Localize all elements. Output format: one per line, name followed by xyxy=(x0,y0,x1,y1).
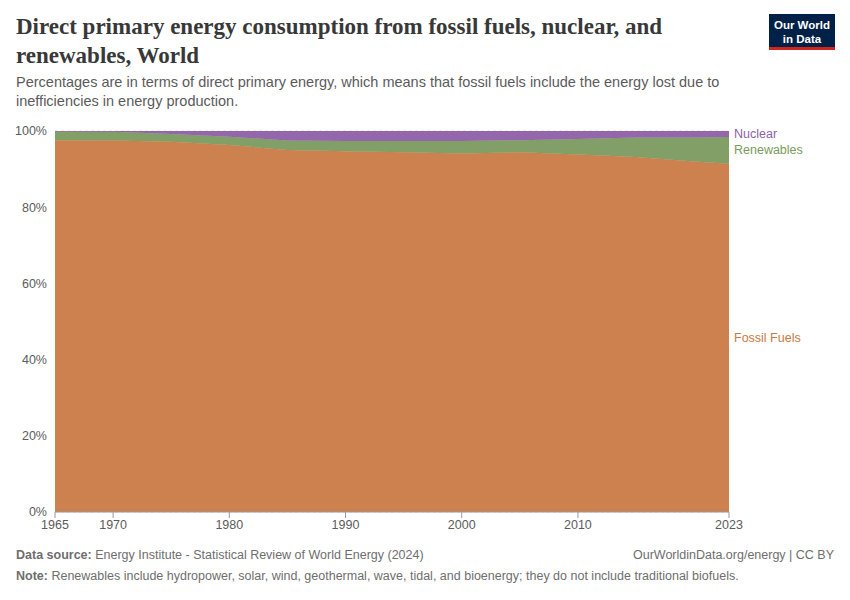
svg-text:20%: 20% xyxy=(22,429,47,443)
svg-text:60%: 60% xyxy=(22,277,47,291)
html-text:Fossil Fuels: Fossil Fuels xyxy=(734,330,801,345)
svg-text:1965: 1965 xyxy=(41,518,69,532)
svg-text:1990: 1990 xyxy=(332,518,360,532)
html-text:Percentages are in terms of di: Percentages are in terms of direct prima… xyxy=(16,74,720,109)
html-text:OurWorldinData.org/energy | CC: OurWorldinData.org/energy | CC BY xyxy=(633,548,834,562)
svg-text:0%: 0% xyxy=(29,505,47,519)
html-text:Renewables: Renewables xyxy=(734,143,803,158)
html-text:Data source: Energy Institute: Data source: Energy Institute - Statisti… xyxy=(16,548,424,562)
html-text:Our World in Data: Our World in Data xyxy=(774,19,830,45)
svg-text:1980: 1980 xyxy=(215,518,243,532)
svg-text:100%: 100% xyxy=(15,124,47,138)
html-text:Direct primary energy consumpt: Direct primary energy consumption from f… xyxy=(16,14,663,68)
svg-text:2010: 2010 xyxy=(564,518,592,532)
html-text:Note: Renewables include hydro: Note: Renewables include hydropower, sol… xyxy=(16,569,739,583)
svg-text:40%: 40% xyxy=(22,353,47,367)
svg-text:2000: 2000 xyxy=(448,518,476,532)
svg-text:1970: 1970 xyxy=(99,518,127,532)
html-text:Nuclear: Nuclear xyxy=(734,127,778,141)
svg-text:2023: 2023 xyxy=(715,518,743,532)
svg-text:80%: 80% xyxy=(22,201,47,215)
